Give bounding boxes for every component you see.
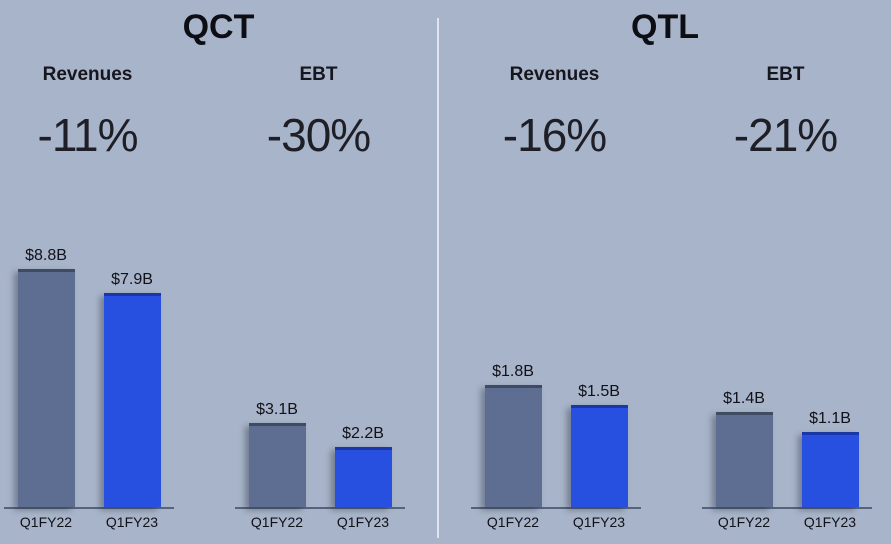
chart-baseline (702, 507, 872, 509)
x-tick-label: Q1FY23 (572, 514, 626, 530)
chart-qtl-ebt: EBT -21% $1.4B Q1FY22 $1.1B Q1FY23 (698, 0, 873, 544)
bar-q1fy22 (485, 385, 542, 507)
chart-baseline (471, 507, 641, 509)
x-tick-label: Q1FY23 (803, 514, 857, 530)
bar-value-label: $3.1B (256, 401, 298, 418)
x-tick-label: Q1FY23 (336, 514, 390, 530)
segment-divider (437, 18, 439, 538)
chart-metric-title: EBT (299, 64, 338, 85)
bar-value-label: $1.4B (723, 390, 765, 407)
segment-title-qtl: QTL (631, 8, 699, 46)
chart-metric-title: Revenues (42, 64, 133, 85)
chart-qtl-revenues: Revenues -16% $1.8B Q1FY22 $1.5B Q1FY23 (467, 0, 642, 544)
segment-title-qct: QCT (182, 8, 255, 46)
bar-q1fy22 (249, 423, 306, 507)
bar-q1fy23 (802, 432, 859, 507)
bar-q1fy22 (716, 412, 773, 507)
x-tick-label: Q1FY22 (250, 514, 304, 530)
bar-q1fy23 (104, 293, 161, 507)
x-tick-label: Q1FY22 (717, 514, 771, 530)
x-tick-label: Q1FY23 (105, 514, 159, 530)
chart-change-percent: -16% (502, 109, 607, 161)
x-tick-label: Q1FY22 (486, 514, 540, 530)
chart-change-percent: -11% (37, 109, 139, 161)
bar-value-label: $1.8B (492, 363, 534, 380)
chart-baseline (4, 507, 174, 509)
bar-value-label: $8.8B (25, 247, 67, 264)
chart-qct-ebt: EBT -30% $3.1B Q1FY22 $2.2B Q1FY23 (231, 0, 406, 544)
chart-change-percent: -30% (266, 109, 371, 161)
bar-q1fy23 (571, 405, 628, 507)
segment-qct: QCT (0, 0, 437, 544)
chart-change-percent: -21% (733, 109, 838, 161)
bar-q1fy22 (18, 269, 75, 507)
bar-value-label: $2.2B (342, 425, 384, 442)
bar-value-label: $1.5B (578, 383, 620, 400)
bar-value-label: $7.9B (111, 271, 153, 288)
segment-qtl: QTL (439, 0, 891, 544)
chart-baseline (235, 507, 405, 509)
chart-qct-revenues: Revenues -11% $8.8B Q1FY22 $7.9B Q1FY23 (0, 0, 175, 544)
x-tick-label: Q1FY22 (19, 514, 73, 530)
chart-metric-title: EBT (766, 64, 805, 85)
bar-q1fy23 (335, 447, 392, 507)
chart-metric-title: Revenues (509, 64, 600, 85)
bar-value-label: $1.1B (809, 410, 851, 427)
